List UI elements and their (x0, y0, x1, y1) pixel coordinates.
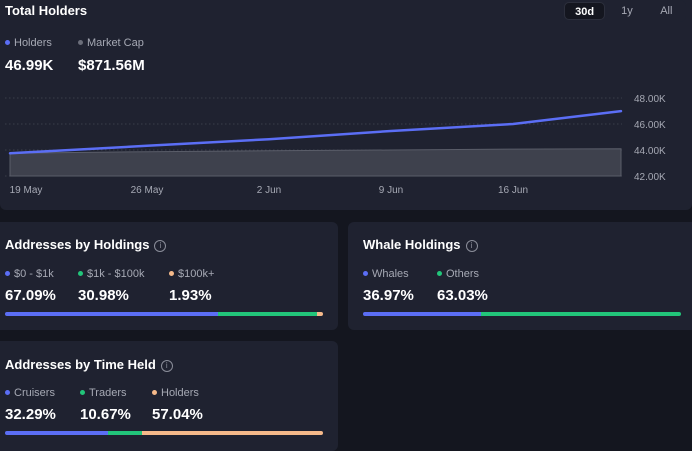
value-time-holders: 57.04% (152, 406, 203, 423)
market-cap-area (9, 148, 622, 177)
addresses-by-holdings-title: Addresses by Holdings i (5, 237, 167, 252)
tab-30d[interactable]: 30d (564, 2, 606, 20)
y-tick-label: 44.00K (634, 146, 666, 157)
addresses-by-time-held-title: Addresses by Time Held i (5, 357, 173, 372)
legend-dot-holders (5, 40, 10, 45)
legend-dot (437, 271, 442, 276)
info-icon[interactable]: i (154, 240, 167, 252)
legend-whales: Whales (363, 268, 409, 280)
info-icon[interactable]: i (465, 240, 478, 252)
whale-distribution-bar (363, 312, 681, 316)
legend-dot-market-cap (78, 40, 83, 45)
legend-dot (152, 390, 157, 395)
value-1k-100k: 30.98% (78, 287, 129, 304)
x-tick-label: 26 May (131, 185, 164, 196)
legend-dot (80, 390, 85, 395)
legend-0-1k: $0 - $1k (5, 268, 54, 280)
value-whales: 36.97% (363, 287, 414, 304)
holdings-distribution-bar (5, 312, 323, 316)
bar-segment (218, 312, 317, 316)
legend-time-holders: Holders (152, 387, 199, 399)
holders-value: 46.99K (5, 57, 54, 74)
timeframe-tabs: 30d 1y All (562, 0, 686, 22)
market-cap-value: $871.56M (78, 57, 145, 74)
tab-1y[interactable]: 1y (621, 5, 633, 17)
legend-traders: Traders (80, 387, 127, 399)
legend-market-cap: Market Cap (78, 37, 144, 49)
legend-1k-100k: $1k - $100k (78, 268, 144, 280)
value-others: 63.03% (437, 287, 488, 304)
value-100k-plus: 1.93% (169, 287, 212, 304)
total-holders-title: Total Holders (5, 3, 88, 18)
x-tick-label: 16 Jun (498, 185, 528, 196)
legend-others: Others (437, 268, 479, 280)
bar-segment (5, 431, 108, 435)
tab-all[interactable]: All (660, 5, 673, 17)
legend-dot (5, 271, 10, 276)
legend-dot (363, 271, 368, 276)
holders-line (8, 109, 623, 155)
y-tick-label: 48.00K (634, 94, 666, 105)
time-held-distribution-bar (5, 431, 323, 435)
value-traders: 10.67% (80, 406, 131, 423)
holders-chart: 48.00K 46.00K 44.00K 42.00K 19 May 26 May 2 J… (5, 94, 666, 196)
whale-holdings-title: Whale Holdings i (363, 237, 478, 252)
x-tick-label: 2 Jun (257, 185, 281, 196)
y-tick-label: 46.00K (634, 120, 666, 131)
legend-dot (78, 271, 83, 276)
bar-segment (316, 312, 323, 316)
info-icon[interactable]: i (160, 360, 173, 372)
value-cruisers: 32.29% (5, 406, 56, 423)
bar-segment (107, 431, 142, 435)
y-tick-label: 42.00K (634, 172, 666, 183)
value-0-1k: 67.09% (5, 287, 56, 304)
legend-100k-plus: $100k+ (169, 268, 214, 280)
x-tick-label: 19 May (10, 185, 43, 196)
bar-segment (5, 312, 219, 316)
bar-segment (363, 312, 481, 316)
bar-segment (141, 431, 323, 435)
legend-dot (5, 390, 10, 395)
legend-holders: Holders (5, 37, 52, 49)
bar-segment (480, 312, 681, 316)
legend-cruisers: Cruisers (5, 387, 55, 399)
legend-dot (169, 271, 174, 276)
x-tick-label: 9 Jun (379, 185, 403, 196)
